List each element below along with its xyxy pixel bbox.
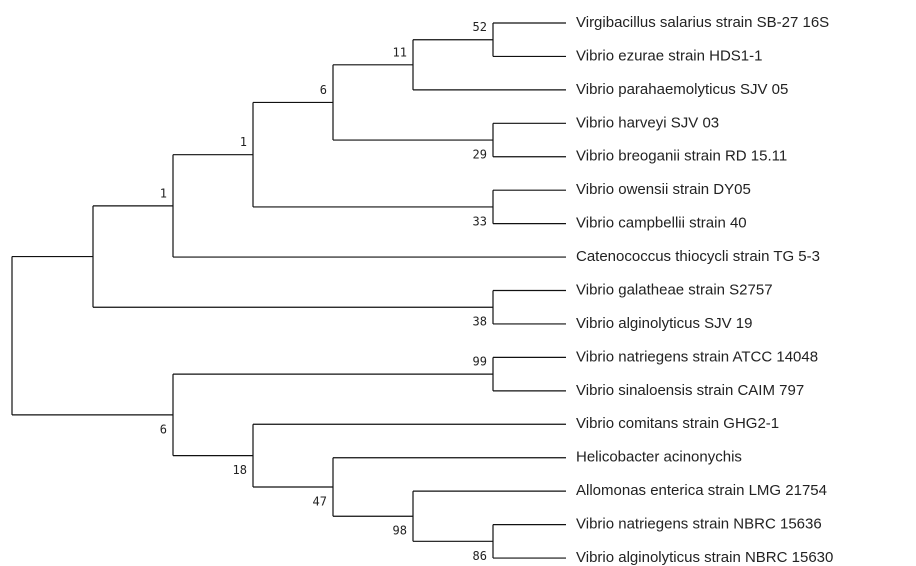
leaf-label: Vibrio owensii strain DY05 (576, 181, 751, 198)
leaf-label: Vibrio parahaemolyticus SJV 05 (576, 81, 788, 98)
bootstrap-label: 6 (160, 422, 167, 436)
leaf-label: Vibrio alginolyticus strain NBRC 15630 (576, 549, 833, 566)
leaf-label: Vibrio ezurae strain HDS1-1 (576, 47, 762, 64)
leaf-label: Catenococcus thiocycli strain TG 5-3 (576, 248, 820, 265)
bootstrap-label: 33 (473, 214, 487, 228)
leaf-label: Helicobacter acinonychis (576, 449, 742, 466)
leaf-label: Vibrio natriegens strain ATCC 14048 (576, 348, 818, 365)
bootstrap-label: 52 (473, 20, 487, 34)
bootstrap-label: 98 (393, 524, 407, 538)
bootstrap-label: 38 (473, 315, 487, 329)
leaf-label: Vibrio galatheae strain S2757 (576, 281, 773, 298)
leaf-label: Vibrio comitans strain GHG2-1 (576, 415, 779, 432)
bootstrap-label: 86 (473, 549, 487, 563)
bootstrap-label: 6 (320, 83, 327, 97)
bootstrap-label: 1 (240, 135, 247, 149)
bootstrap-label: 1 (160, 186, 167, 200)
leaf-label: Vibrio breoganii strain RD 15.11 (576, 148, 787, 165)
bootstrap-label: 11 (393, 45, 407, 59)
bootstrap-label: 29 (473, 148, 487, 162)
leaf-label: Vibrio sinaloensis strain CAIM 797 (576, 382, 804, 399)
leaf-label: Allomonas enterica strain LMG 21754 (576, 482, 827, 499)
bootstrap-label: 47 (313, 494, 327, 508)
leaf-label: Vibrio natriegens strain NBRC 15636 (576, 516, 822, 533)
bootstrap-label: 99 (473, 355, 487, 369)
leaf-label: Vibrio alginolyticus SJV 19 (576, 315, 752, 332)
leaf-label: Vibrio campbellii strain 40 (576, 215, 747, 232)
bootstrap-label: 18 (233, 463, 247, 477)
leaf-label: Virgibacillus salarius strain SB-27 16S (576, 14, 829, 31)
leaf-label: Vibrio harveyi SJV 03 (576, 114, 719, 131)
